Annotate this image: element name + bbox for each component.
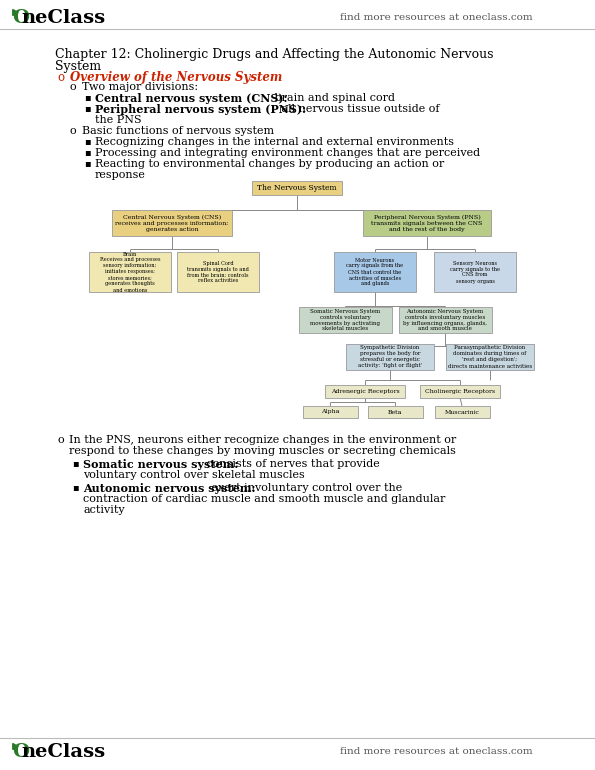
Text: ▪: ▪ bbox=[72, 459, 79, 468]
FancyBboxPatch shape bbox=[177, 252, 259, 292]
Text: Muscarinic: Muscarinic bbox=[444, 410, 480, 414]
Text: ▪: ▪ bbox=[72, 483, 79, 492]
Text: Spinal Cord
transmits signals to and
from the brain; controls
reflex activities: Spinal Cord transmits signals to and fro… bbox=[187, 260, 249, 283]
Text: Peripheral nervous system (PNS):: Peripheral nervous system (PNS): bbox=[95, 104, 306, 115]
FancyBboxPatch shape bbox=[299, 307, 392, 333]
Text: o: o bbox=[70, 126, 77, 136]
FancyBboxPatch shape bbox=[112, 210, 232, 236]
Text: O: O bbox=[12, 743, 29, 761]
Text: System: System bbox=[55, 60, 101, 73]
Text: o: o bbox=[70, 82, 77, 92]
Text: voluntary control over skeletal muscles: voluntary control over skeletal muscles bbox=[83, 470, 305, 480]
Text: Sympathetic Division
prepares the body for
stressful or energetic
activity: 'fig: Sympathetic Division prepares the body f… bbox=[358, 346, 422, 369]
Text: the PNS: the PNS bbox=[95, 115, 142, 125]
Text: Autonomic Nervous System
controls involuntary muscles
by influencing organs, gla: Autonomic Nervous System controls involu… bbox=[403, 309, 487, 332]
Text: Cholinergic Receptors: Cholinergic Receptors bbox=[425, 389, 495, 393]
Text: contraction of cardiac muscle and smooth muscle and glandular: contraction of cardiac muscle and smooth… bbox=[83, 494, 446, 504]
FancyBboxPatch shape bbox=[363, 210, 491, 236]
FancyBboxPatch shape bbox=[325, 384, 405, 397]
Text: ▪: ▪ bbox=[84, 104, 90, 113]
Text: respond to these changes by moving muscles or secreting chemicals: respond to these changes by moving muscl… bbox=[69, 446, 456, 456]
Text: Somatic Nervous System
controls voluntary
movements by activating
skeletal muscl: Somatic Nervous System controls voluntar… bbox=[310, 309, 380, 332]
Text: Sensory Neurons
carry signals to the
CNS from
sensory organs: Sensory Neurons carry signals to the CNS… bbox=[450, 260, 500, 283]
FancyBboxPatch shape bbox=[346, 344, 434, 370]
Text: find more resources at oneclass.com: find more resources at oneclass.com bbox=[340, 748, 533, 756]
Text: Motor Neurons
carry signals from the
CNS that control the
activities of muscles
: Motor Neurons carry signals from the CNS… bbox=[346, 257, 403, 286]
Text: ▪: ▪ bbox=[84, 148, 90, 157]
FancyBboxPatch shape bbox=[434, 406, 490, 418]
Text: Brain
Receives and processes
sensory information;
initiates responses;
stores me: Brain Receives and processes sensory inf… bbox=[100, 252, 160, 293]
Text: Chapter 12: Cholinergic Drugs and Affecting the Autonomic Nervous: Chapter 12: Cholinergic Drugs and Affect… bbox=[55, 48, 493, 61]
FancyBboxPatch shape bbox=[334, 252, 416, 292]
FancyBboxPatch shape bbox=[434, 252, 516, 292]
Text: o: o bbox=[57, 435, 64, 445]
FancyBboxPatch shape bbox=[446, 344, 534, 370]
Text: neClass: neClass bbox=[21, 743, 105, 761]
Text: Central nervous system (CNS):: Central nervous system (CNS): bbox=[95, 93, 287, 104]
FancyBboxPatch shape bbox=[368, 406, 422, 418]
Text: Peripheral Nervous System (PNS)
transmits signals between the CNS
and the rest o: Peripheral Nervous System (PNS) transmit… bbox=[371, 214, 483, 232]
Text: Reacting to environmental changes by producing an action or: Reacting to environmental changes by pro… bbox=[95, 159, 444, 169]
Text: ▪: ▪ bbox=[84, 137, 90, 146]
Text: o: o bbox=[57, 71, 64, 84]
Text: Autonomic nervous system:: Autonomic nervous system: bbox=[83, 483, 255, 494]
Text: response: response bbox=[95, 170, 146, 180]
Text: consists of nerves that provide: consists of nerves that provide bbox=[203, 459, 380, 469]
Text: Adrenergic Receptors: Adrenergic Receptors bbox=[331, 389, 399, 393]
FancyBboxPatch shape bbox=[399, 307, 491, 333]
Text: Two major divisions:: Two major divisions: bbox=[82, 82, 198, 92]
Text: activity: activity bbox=[83, 505, 124, 515]
Text: Recognizing changes in the internal and external environments: Recognizing changes in the internal and … bbox=[95, 137, 454, 147]
Text: O: O bbox=[12, 9, 29, 27]
Text: brain and spinal cord: brain and spinal cord bbox=[271, 93, 395, 103]
Text: Alpha: Alpha bbox=[321, 410, 339, 414]
Text: ▪: ▪ bbox=[84, 159, 90, 168]
FancyBboxPatch shape bbox=[89, 252, 171, 292]
Text: ▪: ▪ bbox=[84, 93, 90, 102]
Text: neClass: neClass bbox=[21, 9, 105, 27]
Text: Central Nervous System (CNS)
receives and processes information;
generates actio: Central Nervous System (CNS) receives an… bbox=[115, 214, 228, 232]
Text: Somatic nervous system:: Somatic nervous system: bbox=[83, 459, 239, 470]
Text: Basic functions of nervous system: Basic functions of nervous system bbox=[82, 126, 274, 136]
FancyBboxPatch shape bbox=[302, 406, 358, 418]
Text: Processing and integrating environment changes that are perceived: Processing and integrating environment c… bbox=[95, 148, 480, 158]
Text: all nervous tissue outside of: all nervous tissue outside of bbox=[278, 104, 440, 114]
FancyBboxPatch shape bbox=[252, 181, 342, 195]
Text: The Nervous System: The Nervous System bbox=[257, 184, 337, 192]
Text: Parasympathetic Division
dominates during times of
'rest and digestion';
directs: Parasympathetic Division dominates durin… bbox=[448, 346, 532, 369]
FancyBboxPatch shape bbox=[420, 384, 500, 397]
Text: Beta: Beta bbox=[388, 410, 402, 414]
Text: Overview of the Nervous System: Overview of the Nervous System bbox=[70, 71, 282, 84]
Text: find more resources at oneclass.com: find more resources at oneclass.com bbox=[340, 14, 533, 22]
Text: In the PNS, neurons either recognize changes in the environment or: In the PNS, neurons either recognize cha… bbox=[69, 435, 456, 445]
Text: exert involuntary control over the: exert involuntary control over the bbox=[208, 483, 402, 493]
